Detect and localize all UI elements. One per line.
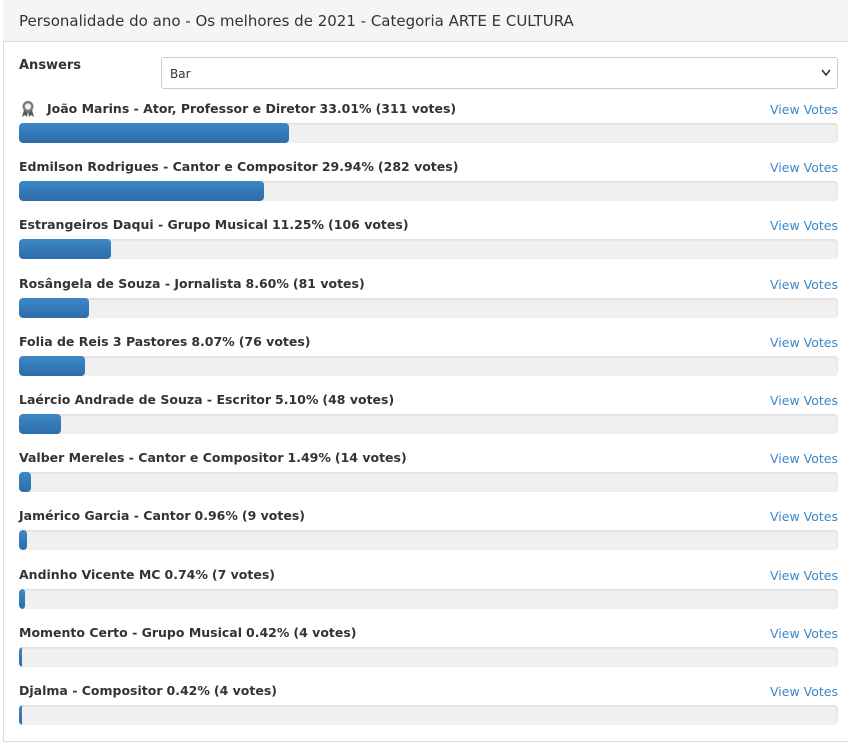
answer-name: Laércio Andrade de Souza - Escritor bbox=[19, 392, 272, 407]
bar-track bbox=[19, 472, 838, 493]
answer-name: Jamérico Garcia - Cantor bbox=[19, 508, 191, 524]
answer-row: Jamérico Garcia - Cantor 0.96% (9 votes) Vi… bbox=[19, 508, 838, 564]
bar bbox=[19, 705, 23, 725]
answer-votes: (14 votes) bbox=[334, 450, 407, 466]
answer-votes: (4 votes) bbox=[213, 683, 277, 698]
bar bbox=[19, 123, 290, 143]
bar bbox=[19, 646, 23, 667]
select[interactable]: Bar bbox=[161, 57, 838, 89]
answer-row: João Marins - Ator, Professor e Diretor 3… bbox=[19, 101, 838, 157]
answer-row: Djalma - Compositor 0.42% (4 votes) View Vo… bbox=[19, 683, 838, 739]
answer-percent: 33.01% bbox=[319, 101, 372, 116]
answer-row: Momento Certo - Grupo Musical 0.42% (4 vot… bbox=[19, 625, 838, 681]
answer-label: Djalma - Compositor 0.42% (4 votes) bbox=[19, 683, 281, 698]
view-votes-link[interactable]: View Votes bbox=[770, 393, 838, 408]
answer-votes: (282 votes) bbox=[377, 159, 459, 175]
answer-votes: (81 votes) bbox=[292, 275, 365, 291]
bar-track bbox=[19, 123, 838, 143]
answer-name: Folia de Reis 3 Pastores bbox=[19, 333, 188, 349]
answers-label: Answers bbox=[19, 58, 82, 73]
bar bbox=[19, 297, 90, 318]
bar bbox=[19, 181, 265, 202]
answer-row: Folia de Reis 3 Pastores 8.07% (76 votes) V… bbox=[19, 334, 838, 390]
view-votes-link[interactable]: View Votes bbox=[770, 102, 838, 117]
view-votes-link[interactable]: View Votes bbox=[770, 625, 838, 641]
answer-percent: 0.42% bbox=[246, 624, 290, 640]
answer-percent: 11.25% bbox=[271, 217, 325, 233]
answer-votes: (48 votes) bbox=[322, 392, 395, 407]
view-votes-link[interactable]: View Votes bbox=[770, 509, 838, 525]
answer-row: Edmilson Rodrigues - Cantor e Compositor… bbox=[19, 159, 838, 215]
answer-name: Valber Mereles - Cantor e Compositor bbox=[19, 450, 284, 466]
answer-percent: 29.94% bbox=[321, 159, 374, 175]
bar-track bbox=[19, 239, 838, 260]
answer-percent: 0.96% bbox=[194, 508, 238, 524]
bar-track bbox=[19, 355, 838, 376]
view-votes-link[interactable]: View Votes bbox=[770, 160, 838, 176]
answer-label: Edmilson Rodrigues - Cantor e Compositor… bbox=[19, 159, 462, 174]
bar-track bbox=[19, 705, 838, 725]
bar bbox=[19, 530, 27, 551]
answer-votes: (4 votes) bbox=[293, 624, 357, 640]
answer-label: João Marins - Ator, Professor e Diretor 3… bbox=[47, 101, 460, 116]
answer-name: Rosângela de Souza - Jornalista bbox=[19, 275, 242, 291]
answer-votes: (7 votes) bbox=[211, 566, 275, 582]
answer-label: Jamérico Garcia - Cantor 0.96% (9 votes) bbox=[19, 508, 309, 523]
answer-percent: 0.74% bbox=[164, 566, 208, 582]
bar bbox=[19, 355, 86, 376]
bar-track bbox=[19, 588, 838, 609]
answer-votes: (311 votes) bbox=[375, 101, 457, 116]
answer-percent: 1.49% bbox=[287, 450, 331, 466]
view-votes-link[interactable]: View Votes bbox=[770, 276, 838, 292]
answer-votes: (106 votes) bbox=[328, 217, 409, 233]
answer-label: Rosângela de Souza - Jornalista 8.60% (81 … bbox=[19, 276, 369, 291]
bar bbox=[19, 239, 112, 260]
bar-track bbox=[19, 530, 838, 551]
answer-name: Edmilson Rodrigues - Cantor e Compositor bbox=[19, 159, 318, 175]
award-icon bbox=[22, 101, 34, 117]
answer-percent: 8.07% bbox=[191, 333, 235, 349]
answer-votes: (9 votes) bbox=[241, 508, 305, 524]
bar-track bbox=[19, 297, 838, 318]
answer-percent: 5.10% bbox=[275, 392, 319, 407]
view-votes-link[interactable]: View Votes bbox=[770, 567, 838, 583]
answer-row: Rosângela de Souza - Jornalista 8.60% (81 … bbox=[19, 276, 838, 332]
answer-votes: (76 votes) bbox=[238, 333, 311, 349]
answer-label: Andinho Vicente MC 0.74% (7 votes) bbox=[19, 567, 279, 582]
bar-track bbox=[19, 181, 838, 202]
answer-name: João Marins - Ator, Professor e Diretor bbox=[47, 101, 316, 116]
select-value: Bar bbox=[170, 67, 191, 81]
view-votes-link[interactable]: View Votes bbox=[770, 451, 838, 467]
answer-row: Andinho Vicente MC 0.74% (7 votes) View Vot… bbox=[19, 567, 838, 623]
answer-label: Momento Certo - Grupo Musical 0.42% (4 vot… bbox=[19, 625, 361, 640]
answer-name: Andinho Vicente MC bbox=[19, 566, 161, 582]
answer-percent: 0.42% bbox=[166, 683, 210, 698]
bar-track bbox=[19, 414, 838, 434]
answer-label: Laércio Andrade de Souza - Escritor 5.10%… bbox=[19, 392, 398, 407]
answer-row: Laércio Andrade de Souza - Escritor 5.10%… bbox=[19, 392, 838, 448]
answer-percent: 8.60% bbox=[245, 275, 289, 291]
chevron bbox=[821, 69, 831, 77]
view-votes-link[interactable]: View Votes bbox=[770, 334, 838, 350]
view-votes-link[interactable]: View Votes bbox=[770, 218, 838, 234]
answer-row: Estrangeiros Daqui - Grupo Musical 11.25%… bbox=[19, 217, 838, 273]
view-votes-link[interactable]: View Votes bbox=[770, 684, 838, 699]
bar bbox=[19, 588, 26, 609]
panel-header bbox=[3, 0, 848, 42]
answer-label: Estrangeiros Daqui - Grupo Musical 11.25%… bbox=[19, 217, 413, 232]
answer-label: Valber Mereles - Cantor e Compositor 1.49… bbox=[19, 450, 411, 465]
answer-row: Valber Mereles - Cantor e Compositor 1.49… bbox=[19, 450, 838, 506]
bar bbox=[19, 472, 32, 493]
bar-track bbox=[19, 646, 838, 667]
answer-label: Folia de Reis 3 Pastores 8.07% (76 votes) bbox=[19, 334, 315, 349]
answer-name: Estrangeiros Daqui - Grupo Musical bbox=[19, 217, 268, 233]
answer-name: Momento Certo - Grupo Musical bbox=[19, 624, 243, 640]
panel-title: Personalidade do ano - Os melhores de 20… bbox=[19, 12, 574, 30]
bar bbox=[19, 414, 61, 434]
answer-name: Djalma - Compositor bbox=[19, 683, 163, 698]
